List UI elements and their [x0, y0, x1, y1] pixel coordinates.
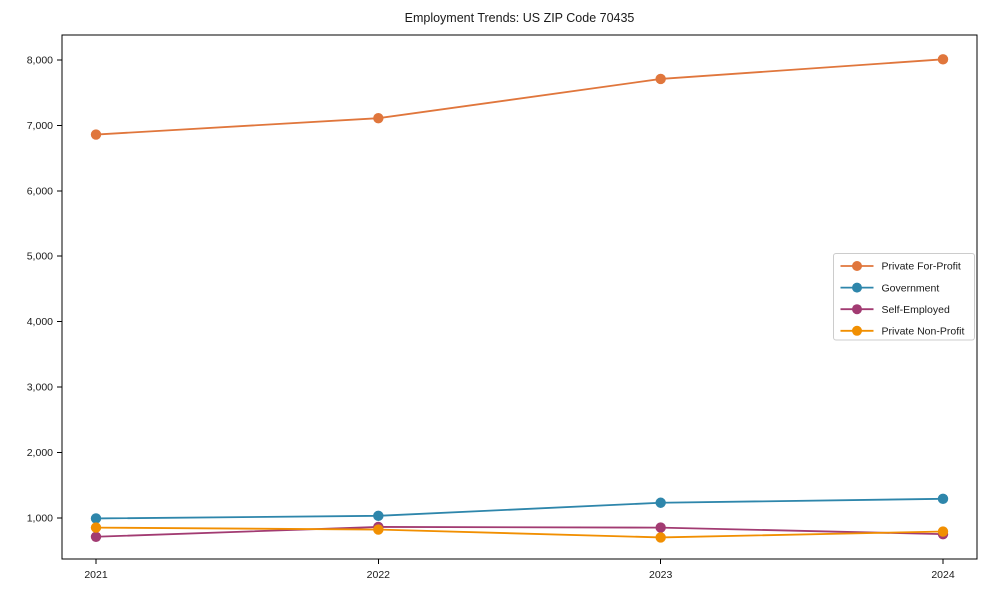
data-point-marker: [90, 531, 102, 542]
data-point-marker: [655, 532, 666, 543]
data-point-marker: [655, 522, 666, 533]
series-private-non-profit: [90, 522, 949, 543]
data-point-marker: [937, 493, 949, 505]
x-axis: 2021 2022 2023 2024: [84, 559, 955, 581]
y-tick-label: 7,000: [27, 120, 53, 132]
legend-label: Private Non-Profit: [882, 326, 965, 338]
plot-frame: [61, 34, 978, 560]
legend-swatch-marker: [852, 325, 862, 336]
data-point-marker: [655, 497, 666, 508]
legend-box: [833, 253, 975, 341]
data-point-marker: [90, 522, 102, 533]
legend: Private For-Profit Government Self-Employe…: [833, 253, 975, 341]
legend-label: Government: [882, 282, 940, 294]
y-tick-label: 3,000: [27, 381, 53, 393]
data-point-marker: [373, 524, 384, 535]
legend-swatch-marker: [852, 304, 862, 315]
y-tick-label: 5,000: [27, 251, 53, 263]
legend-swatch-marker: [852, 261, 862, 271]
series-line: [95, 497, 944, 520]
y-tick-label: 2,000: [27, 447, 53, 459]
data-point-marker: [937, 526, 949, 537]
series-line: [95, 526, 944, 538]
chart-title: Employment Trends: US ZIP Code 70435: [404, 11, 635, 25]
axes: [61, 34, 978, 560]
y-tick-label: 6,000: [27, 185, 53, 197]
data-point-marker: [90, 513, 102, 524]
y-tick-label: 1,000: [27, 512, 53, 524]
series-private-for-profit: [90, 54, 949, 140]
legend-label: Private For-Profit: [882, 261, 961, 273]
legend-label: Self-Employed: [882, 304, 950, 316]
x-tick-label: 2022: [367, 569, 391, 581]
y-tick-label: 4,000: [27, 316, 53, 328]
data-point-marker: [655, 73, 666, 85]
data-point-marker: [373, 510, 384, 522]
x-tick-label: 2023: [649, 569, 673, 581]
legend-swatch-marker: [852, 282, 862, 293]
data-point-marker: [373, 112, 384, 124]
series-self-employed: [90, 521, 949, 542]
data-point-marker: [937, 54, 949, 65]
y-axis: 1,000 2,000 3,000 4,000 5,000 6,000 7,000 8,000: [27, 54, 62, 524]
data-point-marker: [90, 129, 102, 140]
series-line: [95, 526, 944, 539]
series-line: [95, 58, 944, 136]
x-tick-label: 2024: [931, 569, 955, 581]
series-government: [90, 493, 949, 524]
y-tick-label: 8,000: [27, 54, 53, 66]
x-tick-label: 2021: [84, 569, 108, 581]
